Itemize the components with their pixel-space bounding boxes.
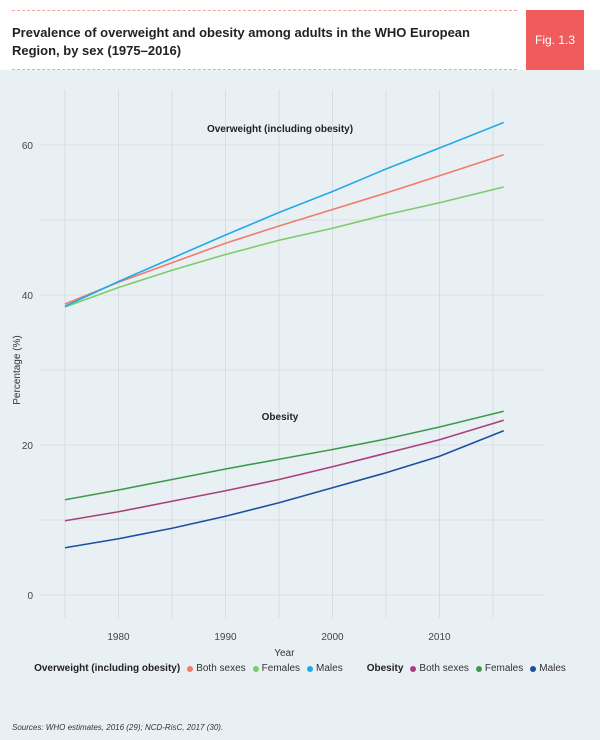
- figure-label: Fig. 1.3: [526, 10, 584, 70]
- legend-dot: [475, 665, 482, 672]
- top-divider: [12, 10, 517, 11]
- legend-label: Females: [261, 663, 301, 674]
- x-tick-label: 1980: [107, 632, 130, 643]
- series-line-obesity-both-sexes: [64, 419, 504, 522]
- series-line-overweight-females: [64, 186, 504, 308]
- legend-overweight: Overweight (including obesity) Both sexe…: [34, 662, 343, 675]
- legend-dot: [410, 665, 417, 672]
- annotation-obesity: Obesity: [262, 412, 299, 423]
- legend-label: Both sexes: [419, 663, 469, 674]
- legend-dot: [307, 665, 314, 672]
- legend-dot: [187, 665, 194, 672]
- y-tick-label: 40: [22, 291, 34, 302]
- series-line-obesity-males: [64, 430, 504, 549]
- y-tick-label: 60: [22, 141, 34, 152]
- legend-label: Females: [484, 663, 524, 674]
- series-line-obesity-females: [64, 410, 504, 501]
- y-tick-label: 20: [22, 441, 34, 452]
- y-axis-label: Percentage (%): [12, 335, 23, 404]
- bottom-divider: [12, 69, 517, 70]
- x-tick-label: 1990: [214, 632, 237, 643]
- legend-dot: [252, 665, 259, 672]
- legend-label: Males: [316, 663, 343, 674]
- legend-group-title: Overweight (including obesity): [34, 663, 181, 674]
- legend-obesity: Obesity Both sexes Females Males: [367, 662, 566, 675]
- legend-group-title: Obesity: [366, 663, 404, 674]
- source-note: Sources: WHO estimates, 2016 (29); NCD-R…: [12, 723, 224, 732]
- series-line-overweight-males: [64, 121, 504, 307]
- x-tick-label: 2010: [428, 632, 451, 643]
- series-line-overweight-both-sexes: [64, 153, 504, 305]
- x-axis-label: Year: [274, 648, 295, 659]
- legend-dot: [530, 665, 537, 672]
- chart-panel: [0, 70, 600, 740]
- legend: Overweight (including obesity) Both sexe…: [10, 662, 590, 675]
- y-tick-label: 0: [27, 591, 33, 602]
- legend-label: Males: [539, 663, 566, 674]
- x-tick-label: 2000: [321, 632, 344, 643]
- chart-title: Prevalence of overweight and obesity amo…: [12, 25, 470, 58]
- legend-label: Both sexes: [196, 663, 246, 674]
- annotation-overweight: Overweight (including obesity): [207, 124, 353, 135]
